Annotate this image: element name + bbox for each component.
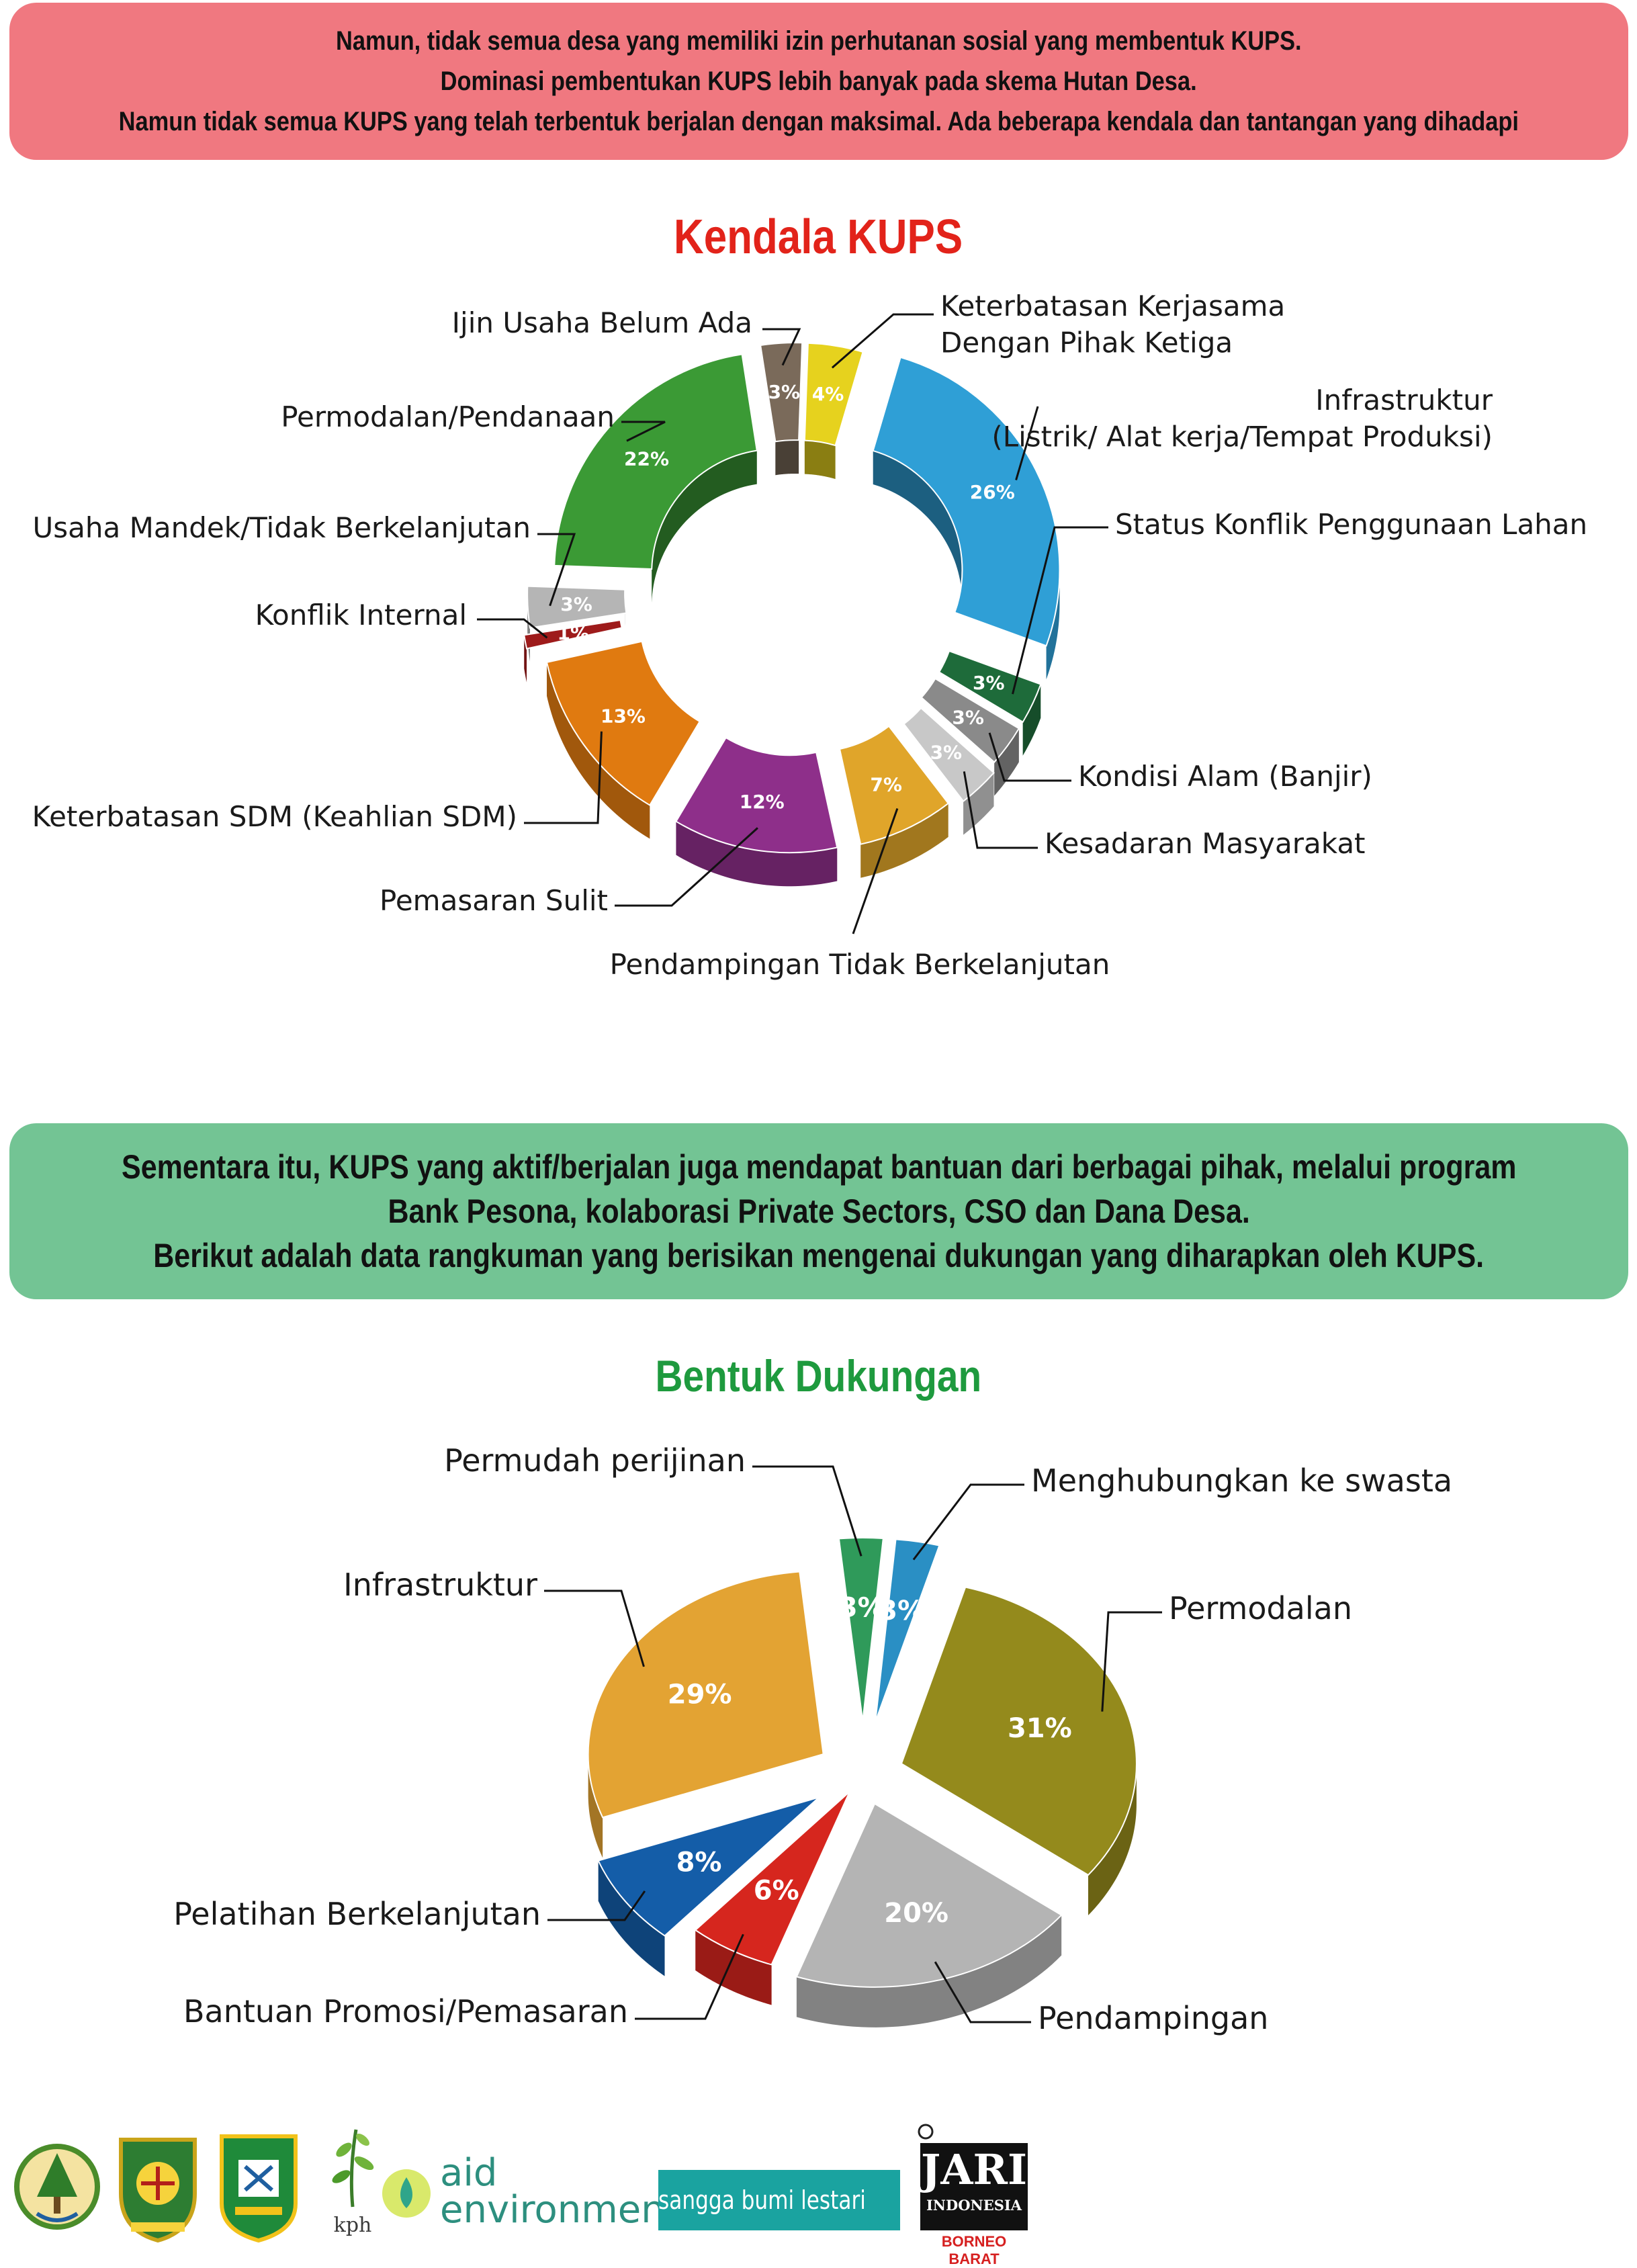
category-label-keterbatasan-sdm-keahlian-sdm: Keterbatasan SDM (Keahlian SDM) bbox=[32, 800, 517, 833]
category-label-infrastruktur-listrik-alat-kerja-tempat-produksi: (Listrik/ Alat kerja/Tempat Produksi) bbox=[991, 421, 1493, 453]
jari-subtitle: INDONESIA bbox=[920, 2197, 1028, 2214]
chart-title-kendala: Kendala KUPS bbox=[0, 210, 1637, 265]
chart-title-dukungan: Bentuk Dukungan bbox=[0, 1350, 1637, 1401]
intro-banner-line: Dominasi pembentukan KUPS lebih banyak p… bbox=[441, 61, 1197, 101]
value-label-permudah-perijinan: 3% bbox=[839, 1593, 885, 1624]
value-label-pemasaran-sulit: 12% bbox=[740, 791, 785, 813]
kph-logo: kph bbox=[316, 2123, 390, 2251]
category-label-bantuan-promosi-pemasaran: Bantuan Promosi/Pemasaran bbox=[183, 1993, 628, 2030]
value-label-infrastruktur-listrik-alat-kerja-tempat-produksi: 26% bbox=[970, 481, 1015, 503]
province-emblem-logo bbox=[215, 2130, 302, 2244]
drop-icon bbox=[380, 2167, 433, 2220]
category-label-infrastruktur: Infrastruktur bbox=[343, 1567, 537, 1603]
category-label-keterbatasan-kerjasama-dengan-pihak-ketiga: Dengan Pihak Ketiga bbox=[940, 326, 1233, 359]
bentuk-dukungan-pie-chart: 3% 31% 20% 6% 8% 29% 3% Menghubungkan ke swasta… bbox=[0, 1411, 1637, 2049]
kendala-kups-donut-chart: 4% 26% 3% 3% 3% 7% 12% 13% 1% 3% 22% 3% Keterbatasan… bbox=[0, 269, 1637, 1035]
category-label-kondisi-alam-banjir: Kondisi Alam (Banjir) bbox=[1078, 760, 1372, 793]
kph-wordmark: kph bbox=[316, 2214, 390, 2237]
partner-logos: kph aid environment sangga bumi lestari … bbox=[13, 2116, 1626, 2261]
sangga-wordmark: sangga bumi lestari bbox=[658, 2185, 866, 2215]
slice-inner-side-ijin-usaha-belum-ada bbox=[775, 440, 799, 475]
jari-region: BORNEO BARAT bbox=[920, 2233, 1028, 2268]
value-label-keterbatasan-kerjasama-dengan-pihak-ketiga: 4% bbox=[812, 383, 844, 405]
intro-banner-line: Namun, tidak semua desa yang memiliki iz… bbox=[336, 21, 1302, 61]
sangga-bumi-lestari-logo: sangga bumi lestari bbox=[658, 2170, 900, 2230]
support-banner-line: Bank Pesona, kolaborasi Private Sectors,… bbox=[388, 1189, 1249, 1233]
aid-environment-logo: aid environment bbox=[380, 2153, 662, 2240]
value-label-usaha-mandek-tidak-berkelanjutan: 3% bbox=[560, 593, 592, 615]
category-label-pendampingan-tidak-berkelanjutan: Pendampingan Tidak Berkelanjutan bbox=[610, 948, 1110, 981]
jari-black-block: JARI INDONESIA bbox=[920, 2143, 1028, 2230]
value-label-menghubungkan-ke-swasta: 3% bbox=[879, 1596, 924, 1626]
slice-permudah-perijinan bbox=[839, 1538, 883, 1721]
category-label-keterbatasan-kerjasama-dengan-pihak-ketiga: Keterbatasan Kerjasama bbox=[940, 290, 1285, 322]
support-banner: Sementara itu, KUPS yang aktif/berjalan … bbox=[9, 1123, 1628, 1299]
slice-inner-side-keterbatasan-kerjasama-dengan-pihak-ketiga bbox=[805, 441, 836, 479]
category-label-permodalan: Permodalan bbox=[1169, 1590, 1352, 1626]
value-label-kondisi-alam-banjir: 3% bbox=[952, 706, 984, 728]
value-label-status-konflik-penggunaan-lahan: 3% bbox=[973, 672, 1005, 694]
value-label-infrastruktur: 29% bbox=[668, 1679, 732, 1710]
category-label-usaha-mandek-tidak-berkelanjutan: Usaha Mandek/Tidak Berkelanjutan bbox=[33, 511, 531, 544]
category-label-kesadaran-masyarakat: Kesadaran Masyarakat bbox=[1045, 827, 1366, 860]
category-label-ijin-usaha-belum-ada: Ijin Usaha Belum Ada bbox=[452, 306, 752, 339]
leaf-icon bbox=[316, 2123, 390, 2210]
jari-wordmark: JARI bbox=[920, 2143, 1028, 2197]
category-label-konflik-internal: Konflik Internal bbox=[255, 599, 467, 631]
category-label-permodalan-pendanaan: Permodalan/Pendanaan bbox=[281, 400, 615, 433]
value-label-keterbatasan-sdm-keahlian-sdm: 13% bbox=[601, 705, 646, 728]
support-banner-line: Sementara itu, KUPS yang aktif/berjalan … bbox=[122, 1145, 1516, 1189]
value-label-permodalan-pendanaan: 22% bbox=[624, 447, 669, 470]
category-label-status-konflik-penggunaan-lahan: Status Konflik Penggunaan Lahan bbox=[1115, 508, 1587, 541]
category-label-pemasaran-sulit: Pemasaran Sulit bbox=[380, 884, 608, 917]
slice-infrastruktur-listrik-alat-kerja-tempat-produksi bbox=[873, 357, 1060, 646]
value-label-pelatihan-berkelanjutan: 8% bbox=[676, 1847, 722, 1878]
intro-banner: Namun, tidak semua desa yang memiliki iz… bbox=[9, 3, 1628, 160]
value-label-bantuan-promosi-pemasaran: 6% bbox=[754, 1875, 799, 1906]
regency-emblem-logo bbox=[114, 2130, 202, 2244]
category-label-pendampingan: Pendampingan bbox=[1038, 2000, 1268, 2036]
category-label-infrastruktur-listrik-alat-kerja-tempat-produksi: Infrastruktur bbox=[1315, 384, 1493, 417]
jari-indonesia-logo: JARI INDONESIA BORNEO BARAT bbox=[917, 2123, 1031, 2254]
category-label-permudah-perijinan: Permudah perijinan bbox=[444, 1442, 746, 1479]
environment-wordmark: environment bbox=[440, 2190, 680, 2230]
value-label-kesadaran-masyarakat: 3% bbox=[930, 741, 963, 763]
circle-mark-icon bbox=[917, 2123, 934, 2140]
category-label-menghubungkan-ke-swasta: Menghubungkan ke swasta bbox=[1031, 1463, 1452, 1499]
aid-wordmark: aid bbox=[440, 2153, 497, 2193]
intro-banner-line: Namun tidak semua KUPS yang telah terben… bbox=[119, 101, 1519, 142]
value-label-pendampingan-tidak-berkelanjutan: 7% bbox=[870, 774, 902, 796]
value-label-permodalan: 31% bbox=[1008, 1713, 1072, 1744]
category-label-pelatihan-berkelanjutan: Pelatihan Berkelanjutan bbox=[173, 1896, 541, 1932]
support-banner-line: Berikut adalah data rangkuman yang beris… bbox=[154, 1233, 1485, 1278]
value-label-ijin-usaha-belum-ada: 3% bbox=[768, 381, 801, 403]
value-label-konflik-internal: 1% bbox=[557, 622, 589, 644]
forestry-ministry-logo bbox=[13, 2133, 101, 2240]
value-label-pendampingan: 20% bbox=[884, 1898, 948, 1929]
